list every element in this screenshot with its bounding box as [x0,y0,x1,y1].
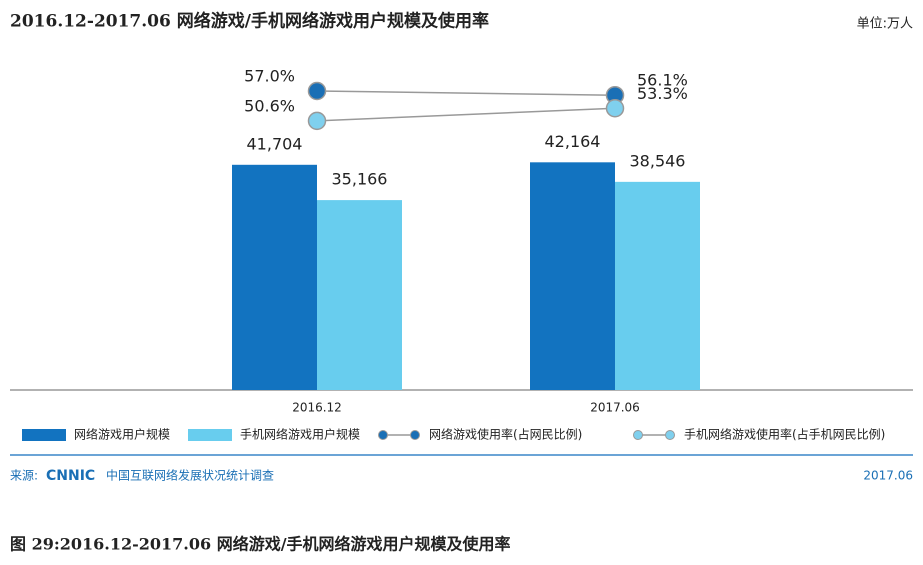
source-logo: CNNIC [46,468,95,484]
rate-marker [307,81,327,101]
legend-marker [378,430,388,440]
legend-marker [633,430,643,440]
rate-label: 56.1% [637,71,688,90]
legend-label: 网络游戏使用率(占网民比例) [429,427,582,442]
bar [615,181,700,390]
legend-swatch [22,429,66,441]
legend-label: 手机网络游戏用户规模 [240,427,360,442]
unit: 单位:万人 [857,17,913,32]
legend-label: 手机网络游戏使用率(占手机网民比例) [684,427,885,442]
rate-label: 53.3% [637,84,688,103]
x-tick-label: 2016.12 [292,401,342,415]
x-tick-label: 2017.06 [590,401,640,415]
caption: 图 29:2016.12-2017.06 网络游戏/手机网络游戏用户规模及使用率 [10,535,511,554]
rate-label: 50.6% [244,96,295,115]
rate-line [316,90,616,96]
data-label: 41,704 [247,134,303,153]
chart-title: 2016.12-2017.06 网络游戏/手机网络游戏用户规模及使用率 [10,11,489,32]
legend-label: 网络游戏用户规模 [74,427,170,442]
date: 2017.06 [863,469,913,483]
bar [232,164,317,390]
legend-swatch [188,429,232,441]
bar [317,200,402,390]
legend-marker [665,430,675,440]
data-label: 42,164 [545,132,601,151]
rate-line [316,107,616,122]
data-label: 38,546 [630,151,686,170]
bar [530,162,615,390]
rate-label: 57.0% [244,67,295,86]
source-text: 中国互联网络发展状况统计调查 [106,468,274,483]
legend-marker [410,430,420,440]
source-prefix: 来源: [10,469,38,483]
rate-marker [307,111,327,131]
data-label: 35,166 [332,170,388,189]
rate-marker [605,99,625,118]
